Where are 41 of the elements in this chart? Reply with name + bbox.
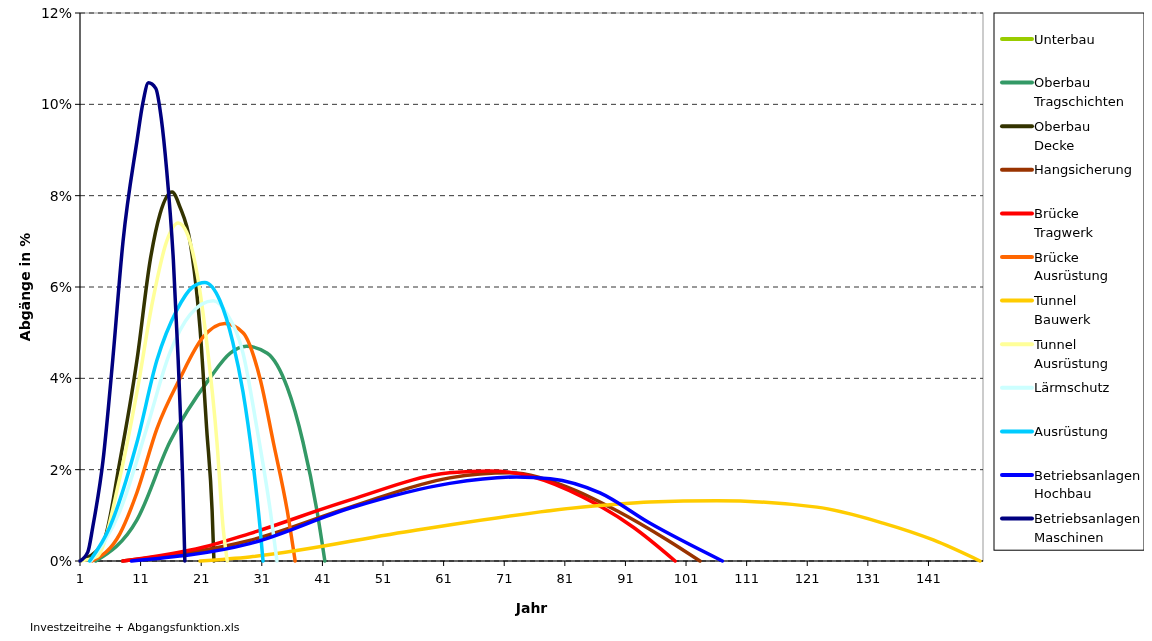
x-tick-label: 91 bbox=[617, 571, 634, 586]
x-tick-label: 21 bbox=[192, 571, 210, 586]
legend-label: Hangsicherung bbox=[1034, 162, 1133, 178]
x-tick-label: 141 bbox=[916, 571, 941, 586]
x-tick-label: 11 bbox=[132, 571, 149, 586]
x-tick-label: 121 bbox=[794, 571, 820, 586]
legend-label: Tunnel Bauwerk bbox=[1033, 293, 1092, 327]
x-axis-title: Jahr bbox=[514, 600, 548, 616]
legend-label: Unterbau bbox=[1034, 31, 1095, 47]
x-tick-label: 81 bbox=[556, 571, 574, 586]
y-tick-label: 0% bbox=[49, 552, 72, 569]
text: Investzeitreihe + Abgangsfunktion.xls bbox=[30, 621, 240, 634]
y-tick-label: 2% bbox=[49, 461, 72, 478]
x-tick-label: 41 bbox=[314, 571, 331, 586]
legend-label: Lärmschutz bbox=[1034, 380, 1110, 396]
x-tick-label: 1 bbox=[75, 571, 85, 586]
legend-label: Betriebsanlagen Maschinen bbox=[1034, 511, 1141, 545]
x-tick-label: 71 bbox=[495, 571, 513, 586]
legend-label: Brücke Tragwerk bbox=[1033, 205, 1094, 240]
legend-label: Oberbau Tragschichten bbox=[1033, 75, 1125, 109]
x-tick-label: 101 bbox=[673, 571, 699, 586]
y-axis-title: Abgänge in % bbox=[17, 232, 33, 342]
legend-label: Oberbau Decke bbox=[1034, 118, 1091, 153]
x-tick-label: 51 bbox=[374, 571, 392, 586]
y-tick-label: 6% bbox=[49, 278, 72, 295]
line-series bbox=[90, 321, 297, 563]
x-tick-label: 31 bbox=[253, 571, 271, 586]
legend-label: Betriebsanlagen Hochbau bbox=[1034, 467, 1141, 502]
line-series bbox=[78, 81, 187, 563]
line-series bbox=[198, 498, 982, 563]
legend-label: Brücke Ausrüstung bbox=[1034, 249, 1109, 284]
line-series bbox=[78, 221, 230, 563]
x-tick-label: 111 bbox=[734, 571, 760, 586]
legend-label: Ausrüstung bbox=[1034, 423, 1109, 439]
y-tick-label: 4% bbox=[49, 370, 72, 387]
x-tick-label: 131 bbox=[855, 571, 881, 586]
y-tick-label: 8% bbox=[49, 187, 72, 204]
y-tick-label: 10% bbox=[40, 96, 72, 113]
x-tick-label: 61 bbox=[435, 571, 452, 586]
y-tick-label: 12% bbox=[40, 4, 72, 21]
legend-label: Tunnel Ausrüstung bbox=[1033, 336, 1109, 371]
